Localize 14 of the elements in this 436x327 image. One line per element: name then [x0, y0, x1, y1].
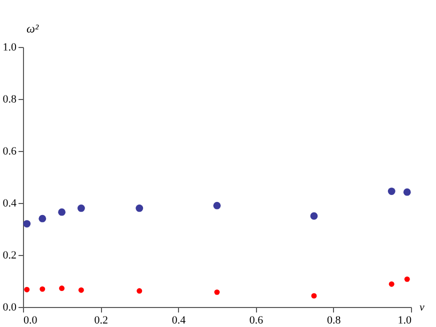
x-tick-label: 0.2 — [94, 314, 108, 326]
y-tick-label: 0.4 — [2, 198, 17, 210]
x-tick-label: 0.0 — [24, 314, 38, 326]
y-tick-label: 1.0 — [2, 42, 17, 54]
y-axis-title: ω² — [26, 22, 39, 36]
x-tick-label: 0.6 — [249, 314, 264, 326]
x-tick-label: 1.0 — [398, 314, 412, 326]
y-tick-label: 0.6 — [2, 146, 17, 158]
y-tick-label: 0.8 — [2, 94, 17, 106]
x-axis-title: ν — [420, 302, 424, 314]
x-tick-label: 0.4 — [172, 314, 186, 326]
y-tick-label: 0.2 — [2, 250, 16, 262]
x-tick-label: 0.8 — [327, 314, 342, 326]
y-tick-label: 0.0 — [2, 302, 17, 314]
